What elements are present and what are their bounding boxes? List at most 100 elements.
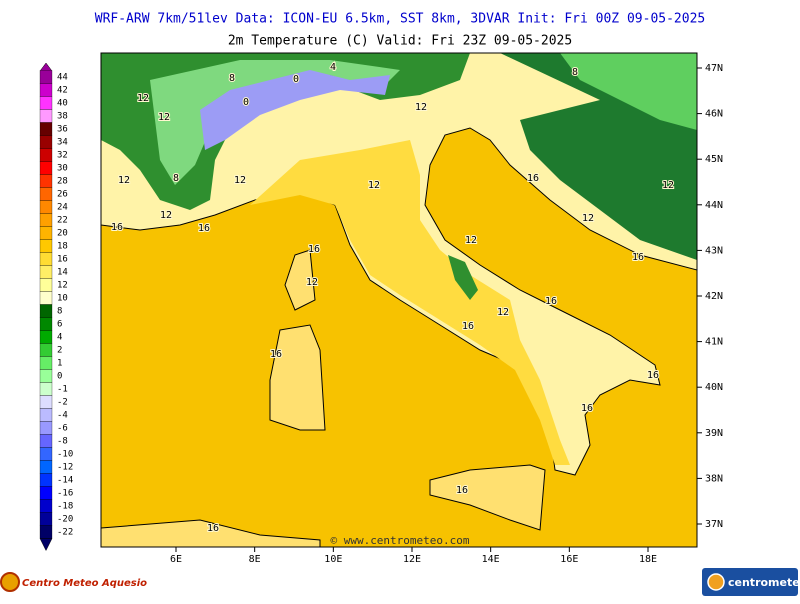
colorbar-label: -14 <box>57 476 73 486</box>
contour-label: 0 <box>293 74 299 85</box>
colorbar-swatch <box>39 135 53 149</box>
contour-label: 12 <box>582 213 594 224</box>
contour-label: 12 <box>368 180 380 191</box>
left-logo-text: Centro Meteo Aquesio <box>22 578 147 589</box>
lat-tick-label: 40N <box>705 382 723 393</box>
balkans-light <box>560 53 697 130</box>
map: 12 12 12 8 4 0 0 8 12 12 12 16 16 16 12 … <box>100 52 723 565</box>
contour-label: 16 <box>207 523 219 534</box>
alps-light <box>150 60 400 185</box>
colorbar-swatch <box>39 304 53 318</box>
colorbar-label: 8 <box>57 307 62 317</box>
colorbar-swatch <box>39 512 53 526</box>
colorbar-swatch <box>39 356 53 370</box>
contour-label: 16 <box>198 223 210 234</box>
title: WRF-ARW 7km/51lev Data: ICON-EU 6.5km, S… <box>95 12 705 27</box>
lat-tick-label: 46N <box>705 109 723 120</box>
colorbar-label: -18 <box>57 502 73 512</box>
colorbar-swatch <box>39 161 53 175</box>
colorbar-label: 40 <box>57 99 68 109</box>
colorbar-label: 30 <box>57 164 68 174</box>
colorbar-swatch <box>39 148 53 162</box>
colorbar-swatch <box>39 109 53 123</box>
colorbar-swatch <box>39 434 53 448</box>
colorbar-label: -2 <box>57 398 68 408</box>
colorbar-swatch <box>39 317 53 331</box>
right-logo-text: centrometeo <box>728 576 800 589</box>
colorbar-label: -16 <box>57 489 73 499</box>
contour-label: 0 <box>243 97 249 108</box>
colorbar-label: 14 <box>57 268 68 278</box>
colorbar-label: 24 <box>57 203 68 213</box>
colorbar-label: 32 <box>57 151 68 161</box>
colorbar-label: 36 <box>57 125 68 135</box>
colorbar-swatch <box>39 278 53 292</box>
colorbar-label: -6 <box>57 424 68 434</box>
contour-label: 8 <box>229 73 235 84</box>
contour-label: 12 <box>118 175 130 186</box>
contour-label: 12 <box>234 175 246 186</box>
colorbar-swatch <box>39 213 53 227</box>
colorbar-swatch <box>39 343 53 357</box>
footer-left-logo: Centro Meteo Aquesio <box>0 572 147 592</box>
contour-label: 16 <box>581 403 593 414</box>
lat-tick-label: 42N <box>705 291 723 302</box>
lat-tick-label: 39N <box>705 428 723 439</box>
colorbar-label: 44 <box>57 73 68 83</box>
colorbar-label: -12 <box>57 463 73 473</box>
colorbar-label: 26 <box>57 190 68 200</box>
colorbar-swatch <box>39 291 53 305</box>
corsica <box>284 249 316 311</box>
sicily <box>429 464 546 531</box>
colorbar-swatch <box>39 70 53 84</box>
contour-label: 16 <box>308 244 320 255</box>
africa <box>101 519 321 547</box>
colorbar-label: 6 <box>57 320 62 330</box>
contour-label: 12 <box>306 277 318 288</box>
lon-tick-label: 14E <box>482 554 500 565</box>
contour-label: 12 <box>137 93 149 104</box>
contour-label: 12 <box>415 102 427 113</box>
lat-tick-label: 43N <box>705 245 723 256</box>
colorbar-label: -8 <box>57 437 68 447</box>
colorbar-swatch <box>39 525 53 539</box>
colorbar-label: 16 <box>57 255 68 265</box>
contour-label: 12 <box>160 210 172 221</box>
colorbar-label: 28 <box>57 177 68 187</box>
colorbar-swatch <box>39 460 53 474</box>
contour-label: 16 <box>632 252 644 263</box>
colorbar-swatch <box>39 330 53 344</box>
lon-tick-label: 16E <box>560 554 578 565</box>
colorbar-label: 4 <box>57 333 62 343</box>
colorbar-swatch <box>39 486 53 500</box>
contour-label: 8 <box>173 173 179 184</box>
colorbar-label: 2 <box>57 346 62 356</box>
colorbar-swatch <box>39 226 53 240</box>
colorbar-label: 12 <box>57 281 68 291</box>
colorbar-label: 1 <box>57 359 62 369</box>
lat-tick-label: 47N <box>705 63 723 74</box>
lat-tick-label: 44N <box>705 200 723 211</box>
lat-tick-label: 45N <box>705 154 723 165</box>
contour-label: 16 <box>270 349 282 360</box>
contour-label: 4 <box>330 62 336 73</box>
colorbar-label: 42 <box>57 86 68 96</box>
lat-tick-label: 38N <box>705 473 723 484</box>
contour-label: 12 <box>465 235 477 246</box>
colorbar-swatch <box>39 252 53 266</box>
colorbar-label: 20 <box>57 229 68 239</box>
colorbar-swatch <box>39 369 53 383</box>
colorbar: 4442403836343230282624222018161412108642… <box>39 62 73 552</box>
colorbar-swatch <box>39 96 53 110</box>
lon-tick-label: 10E <box>324 554 342 565</box>
colorbar-swatch <box>39 83 53 97</box>
watermark: © www.centrometeo.com <box>330 534 469 547</box>
colorbar-label: -22 <box>57 528 73 538</box>
contour-label: 16 <box>111 222 123 233</box>
sardinia <box>269 324 326 431</box>
colorbar-label: -10 <box>57 450 73 460</box>
colorbar-swatch <box>39 473 53 487</box>
lat-tick-label: 37N <box>705 519 723 530</box>
colorbar-swatch <box>39 187 53 201</box>
colorbar-end <box>39 538 53 552</box>
